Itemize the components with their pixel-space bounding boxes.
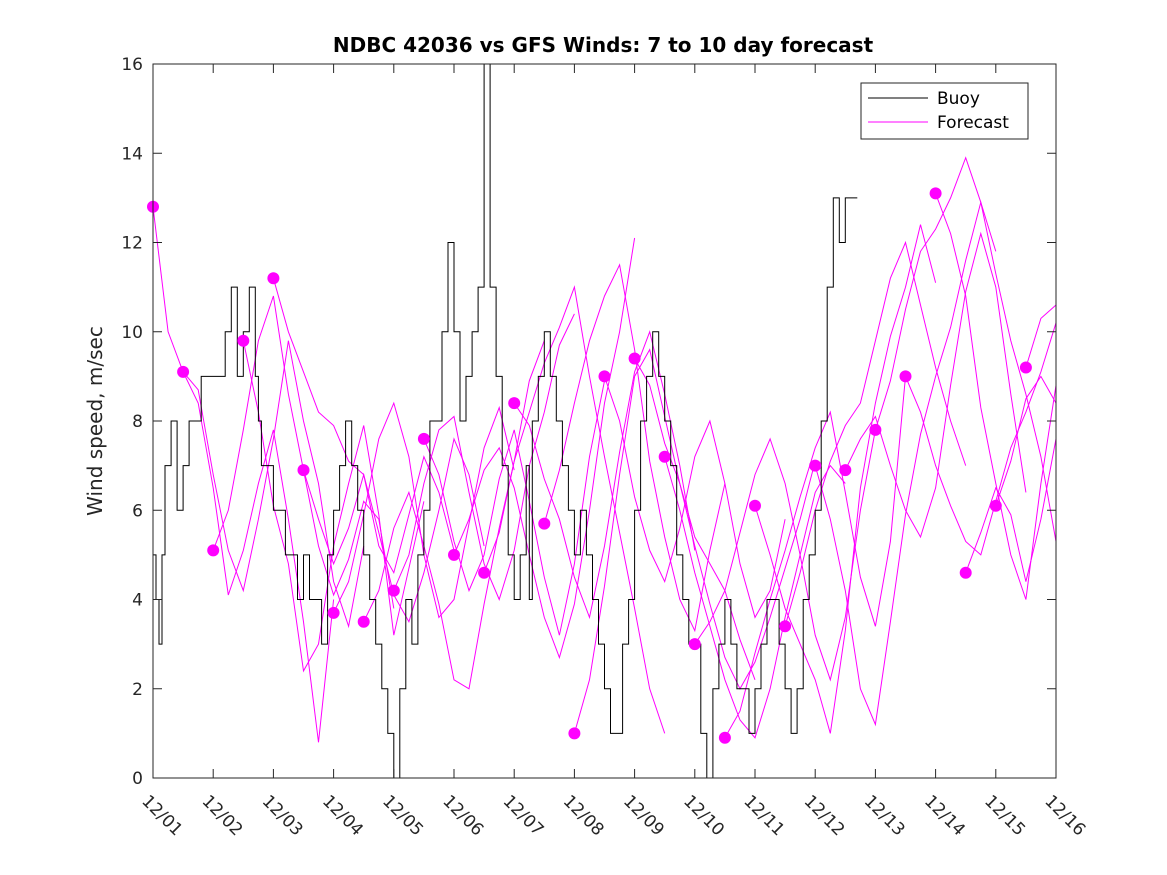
forecast-marker-26 bbox=[929, 187, 942, 200]
forecast-line-9 bbox=[423, 380, 605, 636]
y-tick-label: 2 bbox=[132, 680, 143, 700]
y-tick-label: 6 bbox=[132, 501, 143, 521]
forecast-line-1 bbox=[182, 340, 365, 629]
forecast-marker-14 bbox=[568, 727, 581, 740]
forecast-line-28 bbox=[995, 375, 1057, 506]
legend-box bbox=[860, 82, 1029, 140]
forecast-marker-6 bbox=[327, 606, 340, 619]
forecast-marker-15 bbox=[598, 370, 611, 383]
forecast-marker-3 bbox=[237, 334, 250, 347]
forecast-marker-9 bbox=[417, 432, 430, 445]
forecast-marker-11 bbox=[478, 566, 491, 579]
forecast-line-15 bbox=[604, 376, 786, 619]
forecast-line-27 bbox=[965, 438, 1057, 582]
y-tick-label: 10 bbox=[121, 323, 143, 343]
forecast-line-16 bbox=[634, 358, 816, 690]
buoy-line bbox=[153, 63, 858, 779]
y-axis-label: Wind speed, m/sec bbox=[83, 326, 107, 516]
forecast-marker-21 bbox=[779, 620, 792, 633]
forecast-marker-22 bbox=[809, 459, 822, 472]
forecast-line-29 bbox=[1025, 304, 1057, 368]
forecast-marker-2 bbox=[207, 544, 220, 557]
forecast-marker-5 bbox=[297, 464, 310, 477]
forecast-marker-25 bbox=[899, 370, 912, 383]
forecast-line-13 bbox=[543, 263, 726, 633]
legend-label-forecast: Forecast bbox=[937, 113, 1009, 133]
forecast-marker-28 bbox=[989, 499, 1002, 512]
forecast-line-20 bbox=[754, 224, 937, 734]
y-tick-label: 14 bbox=[121, 144, 143, 164]
legend: Buoy Forecast bbox=[860, 82, 1029, 140]
forecast-marker-10 bbox=[448, 548, 460, 561]
forecast-line-11 bbox=[483, 285, 666, 734]
forecast-marker-24 bbox=[869, 423, 882, 436]
y-tick-label: 4 bbox=[132, 591, 143, 611]
forecast-marker-1 bbox=[177, 365, 190, 378]
forecast-marker-4 bbox=[267, 272, 280, 285]
forecast-line-17 bbox=[664, 456, 846, 739]
y-tick-label: 0 bbox=[132, 769, 143, 789]
forecast-line-10 bbox=[453, 237, 636, 660]
forecast-marker-19 bbox=[718, 731, 731, 744]
forecast-line-24 bbox=[874, 156, 1057, 542]
y-tick-label: 12 bbox=[121, 234, 143, 254]
legend-label-buoy: Buoy bbox=[937, 89, 980, 109]
forecast-marker-8 bbox=[387, 584, 400, 597]
forecast-marker-16 bbox=[628, 352, 641, 365]
forecast-marker-29 bbox=[1019, 361, 1032, 374]
chart-title: NDBC 42036 vs GFS Winds: 7 to 10 day for… bbox=[333, 33, 874, 57]
forecast-line-8 bbox=[393, 313, 575, 601]
forecast-marker-12 bbox=[508, 397, 521, 410]
forecast-marker-17 bbox=[658, 450, 671, 463]
forecast-line-26 bbox=[935, 193, 1057, 600]
forecast-line-23 bbox=[844, 231, 1027, 539]
y-tick-label: 8 bbox=[132, 412, 143, 432]
forecast-line-19 bbox=[724, 376, 906, 739]
forecast-marker-18 bbox=[688, 638, 701, 651]
forecast-line-18 bbox=[694, 429, 876, 682]
forecast-marker-20 bbox=[749, 499, 761, 512]
series-layer bbox=[147, 63, 1057, 779]
forecast-marker-13 bbox=[538, 517, 551, 530]
forecast-line-22 bbox=[814, 200, 997, 727]
forecast-marker-7 bbox=[357, 615, 370, 628]
forecast-line-25 bbox=[905, 322, 1057, 556]
forecast-marker-23 bbox=[839, 464, 852, 477]
forecast-marker-27 bbox=[959, 566, 972, 579]
y-tick-label: 16 bbox=[121, 55, 143, 75]
